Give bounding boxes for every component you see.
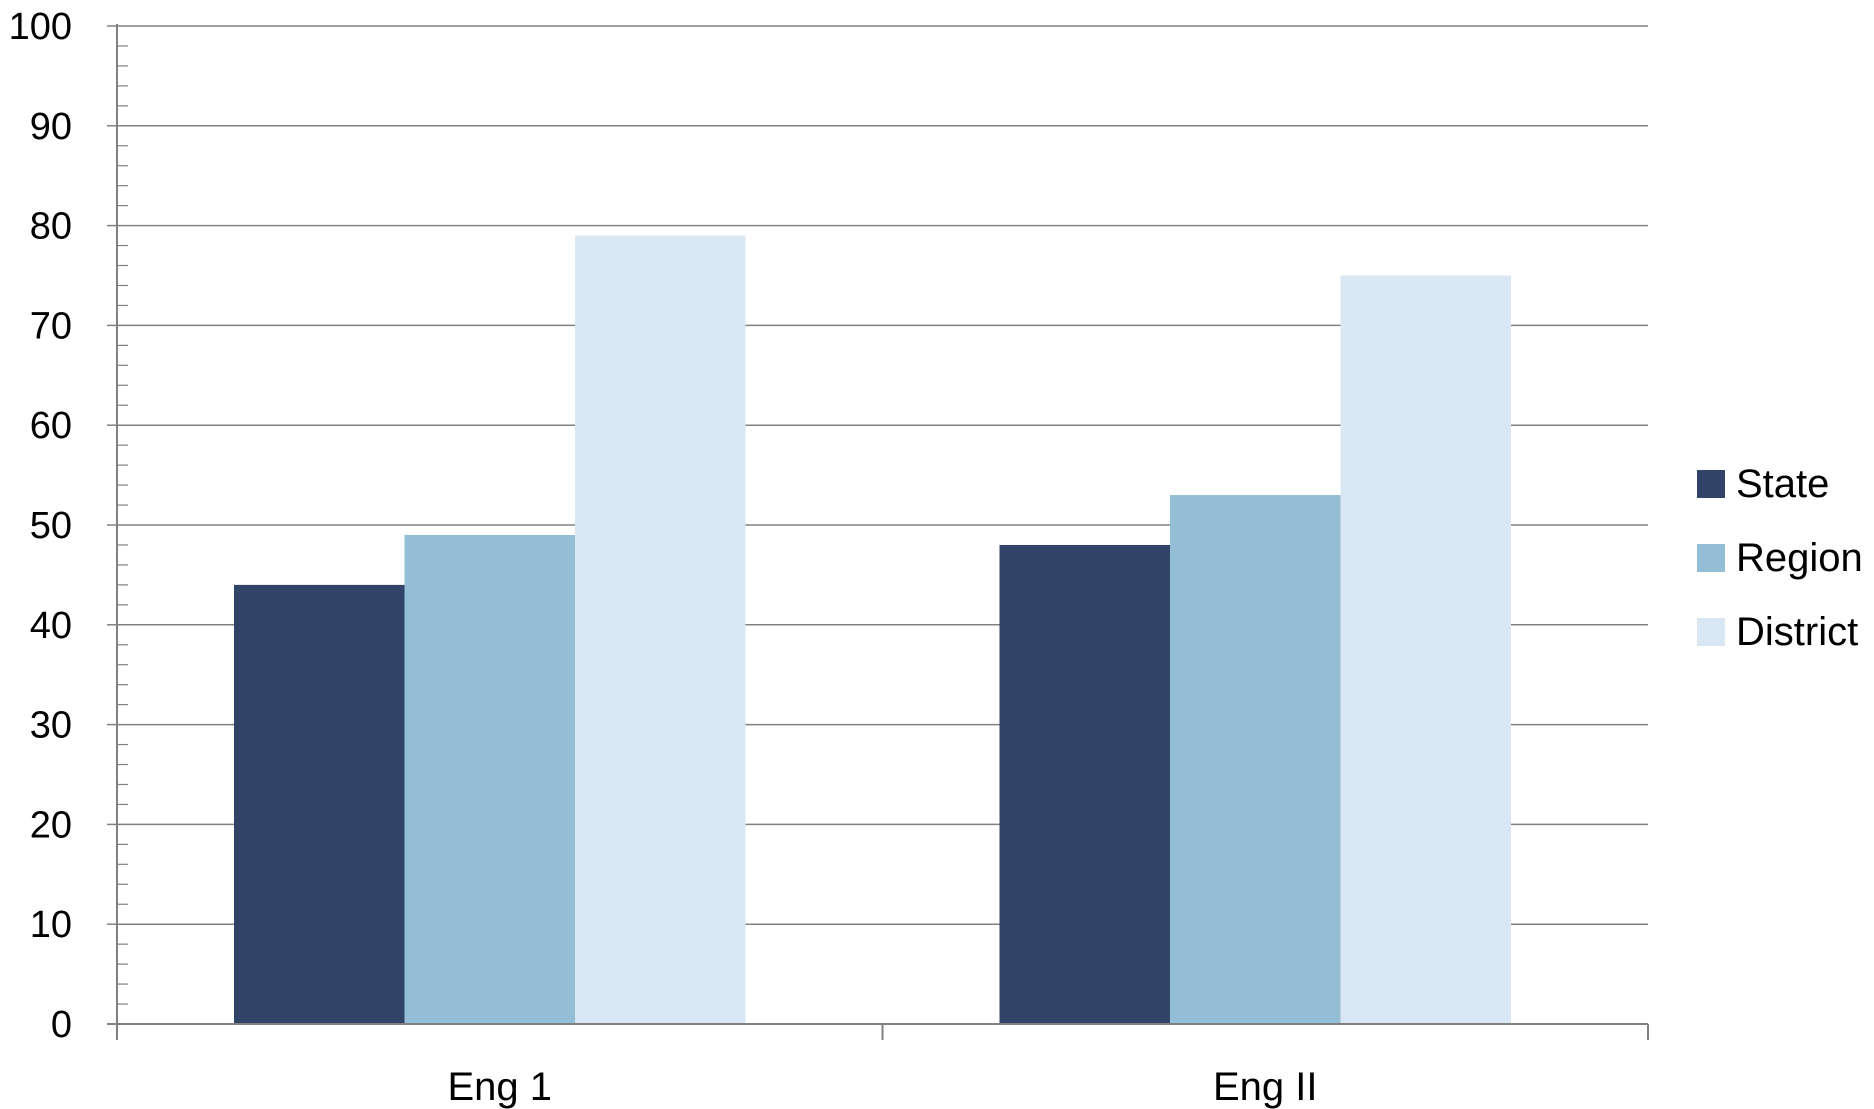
y-axis-minor-ticks	[107, 25, 128, 1025]
bar-region-2	[1170, 495, 1341, 1024]
y-tick-label: 40	[30, 605, 72, 647]
bar-district-1	[575, 235, 746, 1024]
y-tick-label: 0	[51, 1004, 72, 1046]
y-tick-label: 50	[30, 505, 72, 547]
y-tick-label: 80	[30, 206, 72, 248]
legend-swatch-state	[1697, 470, 1725, 498]
y-tick-label: 30	[30, 705, 72, 747]
y-tick-label: 60	[30, 405, 72, 447]
legend-swatch-region	[1697, 544, 1725, 572]
bars	[234, 235, 1511, 1024]
legend: State Region District	[1697, 462, 1863, 654]
bar-state-1	[234, 584, 405, 1024]
x-axis-ticks	[116, 1024, 1649, 1040]
y-axis-tick-labels: 0 10 20 30 40 50 60 70 80 90 100	[9, 6, 72, 1046]
y-tick-label: 100	[9, 6, 72, 48]
bar-region-1	[404, 534, 575, 1024]
x-axis-category-labels: Eng 1 Eng II	[447, 1065, 1317, 1109]
legend-label-state: State	[1736, 462, 1829, 506]
y-tick-label: 90	[30, 106, 72, 148]
x-category-label: Eng II	[1213, 1065, 1318, 1109]
bar-district-2	[1340, 275, 1511, 1024]
legend-swatch-district	[1697, 618, 1725, 646]
y-tick-label: 20	[30, 804, 72, 846]
legend-label-region: Region	[1736, 536, 1863, 580]
y-tick-label: 70	[30, 305, 72, 347]
x-category-label: Eng 1	[447, 1065, 552, 1109]
legend-label-district: District	[1736, 610, 1858, 654]
bar-state-2	[999, 544, 1170, 1024]
y-tick-label: 10	[30, 904, 72, 946]
